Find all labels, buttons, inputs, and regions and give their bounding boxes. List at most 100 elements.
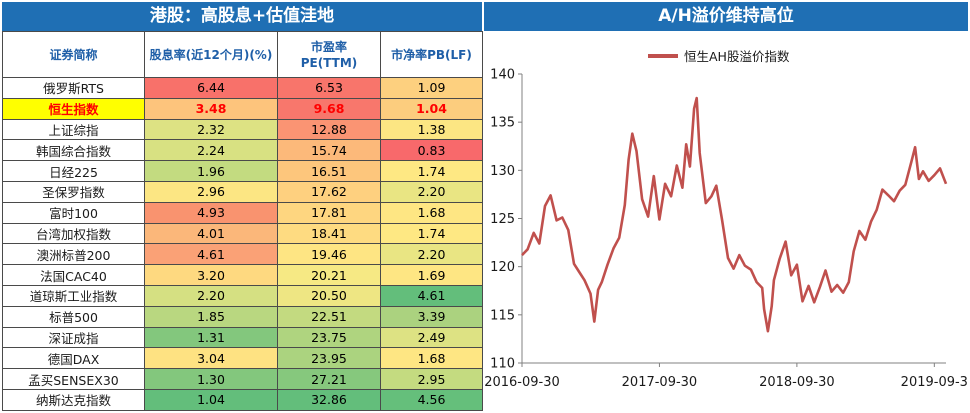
pe-cell: 18.41 (277, 222, 381, 245)
pb-cell: 1.69 (380, 264, 483, 286)
security-name-cell: 德国DAX (2, 347, 145, 370)
y-tick-label: 140 (490, 68, 515, 83)
security-name-cell: 法国CAC40 (2, 264, 145, 286)
table-header-row: 证券简称 股息率(近12个月)(%) 市盈率 PE(TTM) 市净率PB(LF) (2, 31, 483, 78)
x-tick-label: 2017-09-30 (622, 375, 698, 390)
ah-premium-panel: A/H溢价维持高位 110 115 120 125 130 135 140 2016-09-3… (484, 2, 968, 411)
ah-premium-chart: 110 115 120 125 130 135 140 2016-09-30 2017-09-3… (484, 68, 968, 391)
dividend-yield-cell: 2.20 (144, 284, 278, 307)
pb-cell: 3.39 (380, 305, 483, 328)
security-name-cell: 韩国综合指数 (2, 139, 145, 162)
dividend-yield-cell: 6.44 (144, 77, 278, 99)
security-name-cell: 标普500 (2, 305, 145, 328)
pe-cell: 27.21 (277, 368, 381, 390)
header-pe-ttm-text: 市盈率 PE(TTM) (300, 39, 358, 70)
pb-cell: 1.68 (380, 347, 483, 370)
dividend-yield-cell: 4.61 (144, 243, 278, 266)
x-tick-label: 2016-09-30 (484, 375, 560, 390)
table-row: 富时100 4.93 17.81 1.68 (2, 201, 483, 224)
pe-cell: 20.50 (277, 284, 381, 307)
dividend-yield-cell: 2.32 (144, 118, 278, 141)
table-row: 恒生指数 3.48 9.68 1.04 (2, 97, 483, 120)
header-pe-ttm: 市盈率 PE(TTM) (277, 31, 381, 78)
valuation-panel-title: 港股：高股息+估值洼地 (2, 2, 482, 31)
pe-cell: 17.81 (277, 201, 381, 224)
pe-cell: 9.68 (277, 97, 381, 120)
legend-swatch (648, 53, 678, 58)
security-name-cell: 深证成指 (2, 326, 145, 349)
pb-cell: 1.04 (380, 97, 483, 120)
table-row: 澳洲标普200 4.61 19.46 2.20 (2, 243, 483, 266)
dividend-yield-cell: 3.48 (144, 97, 278, 120)
security-name-cell: 圣保罗指数 (2, 180, 145, 203)
pb-cell: 2.20 (380, 243, 483, 266)
series-line-0 (521, 96, 948, 333)
dividend-yield-cell: 4.01 (144, 222, 278, 245)
pb-cell: 2.20 (380, 180, 483, 203)
pe-cell: 19.46 (277, 243, 381, 266)
y-tick-label: 110 (490, 357, 515, 372)
pb-cell: 2.95 (380, 368, 483, 390)
security-name-cell: 道琼斯工业指数 (2, 284, 145, 307)
table-row: 日经225 1.96 16.51 1.74 (2, 160, 483, 182)
table-row: 韩国综合指数 2.24 15.74 0.83 (2, 139, 483, 162)
table-row: 孟买SENSEX30 1.30 27.21 2.95 (2, 368, 483, 390)
security-name-cell: 澳洲标普200 (2, 243, 145, 266)
pe-cell: 20.21 (277, 264, 381, 286)
pb-cell: 4.61 (380, 284, 483, 307)
pb-cell: 0.83 (380, 139, 483, 162)
y-tick-label: 120 (490, 260, 515, 275)
pb-cell: 2.49 (380, 326, 483, 349)
pe-cell: 23.75 (277, 326, 381, 349)
x-tick-label: 2018-09-30 (759, 375, 835, 390)
pb-cell: 1.38 (380, 118, 483, 141)
security-name-cell: 俄罗斯RTS (2, 77, 145, 99)
dividend-yield-cell: 2.96 (144, 180, 278, 203)
table-row: 德国DAX 3.04 23.95 1.68 (2, 347, 483, 370)
security-name-cell: 日经225 (2, 160, 145, 182)
dividend-yield-cell: 1.85 (144, 305, 278, 328)
header-pb-lf: 市净率PB(LF) (380, 31, 483, 78)
table-row: 上证综指 2.32 12.88 1.38 (2, 118, 483, 141)
table-row: 标普500 1.85 22.51 3.39 (2, 305, 483, 328)
table-row: 法国CAC40 3.20 20.21 1.69 (2, 264, 483, 286)
pe-cell: 6.53 (277, 77, 381, 99)
table-row: 道琼斯工业指数 2.20 20.50 4.61 (2, 284, 483, 307)
pe-cell: 12.88 (277, 118, 381, 141)
valuation-table: 证券简称 股息率(近12个月)(%) 市盈率 PE(TTM) 市净率PB(LF) … (2, 31, 483, 411)
pb-cell: 4.56 (380, 388, 483, 411)
pb-cell: 1.74 (380, 160, 483, 182)
security-name-cell: 上证综指 (2, 118, 145, 141)
dividend-yield-cell: 1.30 (144, 368, 278, 390)
table-row: 纳斯达克指数 1.04 32.86 4.56 (2, 388, 483, 411)
chart-title: A/H溢价维持高位 (484, 2, 968, 31)
pe-cell: 16.51 (277, 160, 381, 182)
legend-label: 恒生AH股溢价指数 (684, 49, 790, 64)
table-row: 深证成指 1.31 23.75 2.49 (2, 326, 483, 349)
valuation-panel: 港股：高股息+估值洼地 证券简称 股息率(近12个月)(%) 市盈率 PE(TTM… (2, 2, 483, 411)
dividend-yield-cell: 1.96 (144, 160, 278, 182)
chart-legend: 恒生AH股溢价指数 (648, 46, 789, 65)
dividend-yield-cell: 1.31 (144, 326, 278, 349)
pe-cell: 15.74 (277, 139, 381, 162)
security-name-cell: 纳斯达克指数 (2, 388, 145, 411)
pe-cell: 32.86 (277, 388, 381, 411)
table-row: 俄罗斯RTS 6.44 6.53 1.09 (2, 77, 483, 99)
dividend-yield-cell: 4.93 (144, 201, 278, 224)
security-name-cell: 恒生指数 (2, 97, 145, 120)
table-row: 圣保罗指数 2.96 17.62 2.20 (2, 180, 483, 203)
pe-cell: 22.51 (277, 305, 381, 328)
security-name-cell: 富时100 (2, 201, 145, 224)
pb-cell: 1.09 (380, 77, 483, 99)
dividend-yield-cell: 3.20 (144, 264, 278, 286)
table-row: 台湾加权指数 4.01 18.41 1.74 (2, 222, 483, 245)
security-name-cell: 孟买SENSEX30 (2, 368, 145, 390)
security-name-cell: 台湾加权指数 (2, 222, 145, 245)
pb-cell: 1.74 (380, 222, 483, 245)
header-dividend-yield: 股息率(近12个月)(%) (144, 31, 278, 78)
y-tick-label: 130 (490, 164, 515, 179)
pe-cell: 17.62 (277, 180, 381, 203)
y-tick-label: 115 (490, 308, 515, 323)
header-security-name: 证券简称 (2, 31, 145, 78)
